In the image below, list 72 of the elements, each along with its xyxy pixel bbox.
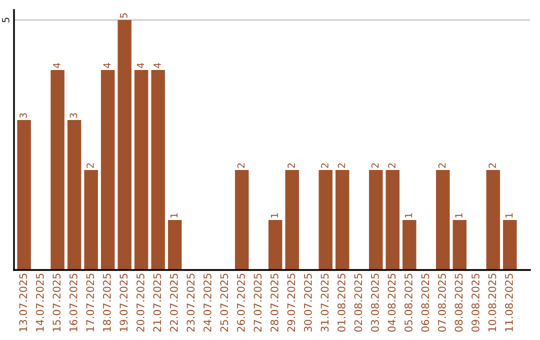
x-tick-label: 03.08.2025 (371, 274, 379, 332)
bar (268, 220, 282, 270)
x-tick-label: 24.07.2025 (203, 274, 212, 332)
data-label: 4 (154, 62, 161, 68)
data-label: 2 (237, 163, 245, 168)
x-tick-label: 23.07.2025 (186, 274, 195, 332)
x-tick-label: 08.08.2025 (454, 274, 463, 332)
x-tick-label: 06.08.2025 (421, 274, 430, 332)
bar (134, 70, 148, 270)
bar (118, 20, 132, 270)
x-tick-label: 30.07.2025 (304, 274, 312, 332)
bar (503, 220, 517, 270)
bar (436, 170, 450, 270)
x-tick-label: 31.07.2025 (320, 274, 329, 332)
bar (17, 120, 31, 270)
data-label: 2 (388, 163, 396, 168)
x-tick-label: 25.07.2025 (220, 274, 228, 332)
bar (234, 170, 249, 270)
x-tick-label: 11.08.2025 (505, 274, 513, 332)
bar (402, 220, 416, 270)
x-tick-label: 20.07.2025 (136, 274, 144, 332)
bar (50, 70, 64, 270)
bar (168, 220, 182, 270)
data-label: 2 (288, 163, 295, 168)
data-label: 1 (270, 213, 278, 218)
x-tick-label: 01.08.2025 (338, 274, 346, 332)
x-tick-label: 09.08.2025 (472, 274, 480, 332)
bar (386, 170, 400, 270)
data-label: 5 (120, 13, 128, 18)
x-tick-label: 21.07.2025 (153, 274, 162, 332)
data-label: 2 (338, 163, 346, 168)
x-tick-label: 15.07.2025 (52, 274, 61, 332)
x-tick-label: 18.07.2025 (102, 274, 111, 332)
data-label: 2 (371, 163, 379, 168)
data-label: 1 (404, 213, 412, 218)
x-tick-label: 17.07.2025 (86, 274, 94, 332)
x-tick-label: 27.07.2025 (254, 274, 262, 332)
bar (100, 70, 115, 270)
data-label: 4 (136, 62, 144, 68)
bar (151, 70, 165, 270)
data-label: 4 (53, 62, 60, 68)
x-tick-label: 07.08.2025 (438, 274, 446, 332)
data-label: 2 (86, 163, 94, 168)
x-tick-label: 29.07.2025 (287, 274, 296, 332)
bar (452, 220, 467, 270)
data-label: 2 (488, 163, 496, 168)
bar (67, 120, 82, 270)
data-label: 2 (438, 163, 446, 168)
x-tick-label: 05.08.2025 (404, 274, 412, 332)
x-tick-label: 02.08.2025 (354, 274, 362, 332)
data-label: 1 (455, 213, 462, 218)
bar (84, 170, 98, 270)
data-label: 3 (20, 113, 27, 118)
bar (486, 170, 500, 270)
x-tick-label: 22.07.2025 (170, 274, 178, 332)
data-label: 3 (70, 113, 78, 118)
x-tick-label: 16.07.2025 (69, 274, 78, 332)
bar (369, 170, 383, 270)
x-tick-label: 10.08.2025 (488, 274, 496, 332)
x-tick-label: 26.07.2025 (236, 274, 245, 332)
x-tick-label: 19.07.2025 (120, 274, 128, 332)
x-tick-label: 14.07.2025 (36, 274, 44, 332)
x-tick-label: 13.07.2025 (19, 274, 28, 332)
bar (335, 170, 350, 270)
bar (318, 170, 332, 270)
x-tick-label: 04.08.2025 (388, 274, 396, 332)
data-label: 1 (505, 213, 513, 218)
x-tick-label: 28.07.2025 (270, 274, 278, 332)
data-label: 2 (321, 163, 328, 168)
data-label: 4 (103, 62, 110, 68)
data-label: 1 (170, 213, 178, 218)
bar (285, 170, 299, 270)
